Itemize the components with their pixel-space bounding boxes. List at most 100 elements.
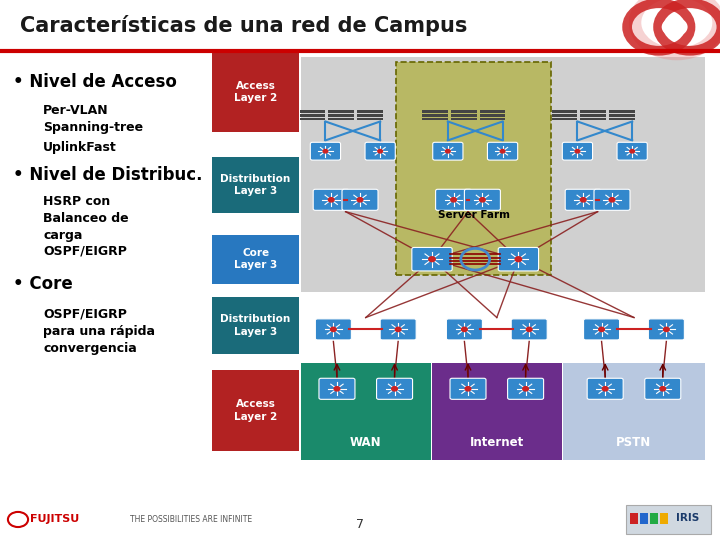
FancyBboxPatch shape (380, 319, 416, 340)
FancyBboxPatch shape (640, 513, 648, 524)
Circle shape (580, 198, 586, 202)
FancyBboxPatch shape (451, 113, 477, 117)
Text: HSRP con
Balanceo de
carga: HSRP con Balanceo de carga (43, 195, 129, 242)
FancyBboxPatch shape (630, 513, 638, 524)
FancyBboxPatch shape (300, 110, 325, 113)
Text: Core
Layer 3: Core Layer 3 (234, 248, 277, 271)
FancyBboxPatch shape (357, 113, 383, 117)
FancyBboxPatch shape (464, 189, 500, 210)
FancyBboxPatch shape (365, 142, 395, 160)
Text: • Nivel de Distribuc.: • Nivel de Distribuc. (13, 166, 202, 184)
FancyBboxPatch shape (319, 378, 355, 399)
FancyBboxPatch shape (563, 363, 705, 460)
Circle shape (446, 150, 450, 153)
Text: 7: 7 (356, 518, 364, 531)
Text: Distribution
Layer 3: Distribution Layer 3 (220, 174, 291, 196)
FancyBboxPatch shape (446, 319, 482, 340)
FancyBboxPatch shape (660, 513, 668, 524)
Circle shape (516, 256, 521, 261)
FancyBboxPatch shape (580, 118, 606, 120)
FancyBboxPatch shape (645, 378, 681, 399)
FancyBboxPatch shape (588, 378, 624, 399)
FancyBboxPatch shape (580, 113, 606, 117)
FancyBboxPatch shape (328, 110, 354, 113)
Text: Access
Layer 2: Access Layer 2 (234, 80, 277, 103)
FancyBboxPatch shape (212, 51, 299, 132)
Circle shape (480, 198, 485, 202)
FancyBboxPatch shape (451, 110, 477, 113)
FancyBboxPatch shape (649, 319, 685, 340)
FancyBboxPatch shape (412, 247, 452, 271)
Text: PSTN: PSTN (616, 436, 652, 449)
FancyBboxPatch shape (357, 110, 383, 113)
Circle shape (378, 150, 382, 153)
FancyBboxPatch shape (212, 157, 299, 213)
Circle shape (323, 150, 328, 153)
Circle shape (357, 198, 363, 202)
FancyBboxPatch shape (511, 319, 547, 340)
FancyBboxPatch shape (650, 513, 658, 524)
FancyBboxPatch shape (562, 142, 593, 160)
FancyBboxPatch shape (580, 110, 606, 113)
FancyBboxPatch shape (480, 118, 505, 120)
FancyBboxPatch shape (422, 113, 448, 117)
FancyBboxPatch shape (396, 62, 551, 275)
Circle shape (660, 387, 665, 391)
FancyBboxPatch shape (594, 189, 630, 210)
Circle shape (334, 387, 340, 391)
FancyBboxPatch shape (480, 110, 505, 113)
FancyBboxPatch shape (436, 189, 472, 210)
FancyBboxPatch shape (313, 189, 349, 210)
Circle shape (575, 150, 580, 153)
FancyBboxPatch shape (552, 113, 577, 117)
FancyBboxPatch shape (609, 118, 635, 120)
FancyBboxPatch shape (617, 142, 647, 160)
FancyBboxPatch shape (357, 118, 383, 120)
FancyBboxPatch shape (212, 235, 299, 284)
Text: IRIS: IRIS (676, 514, 699, 523)
Circle shape (328, 198, 334, 202)
Circle shape (526, 327, 532, 332)
Text: UplinkFast: UplinkFast (43, 141, 117, 154)
Circle shape (465, 387, 471, 391)
FancyBboxPatch shape (301, 363, 431, 460)
Text: WAN: WAN (350, 436, 382, 449)
Circle shape (603, 387, 608, 391)
FancyBboxPatch shape (328, 118, 354, 120)
FancyBboxPatch shape (301, 57, 705, 292)
FancyBboxPatch shape (480, 113, 505, 117)
Circle shape (630, 150, 634, 153)
FancyBboxPatch shape (626, 505, 711, 534)
Circle shape (395, 327, 401, 332)
Text: Internet: Internet (469, 436, 524, 449)
Text: Server Farm: Server Farm (438, 210, 510, 220)
Text: OSPF/EIGRP: OSPF/EIGRP (43, 244, 127, 257)
FancyBboxPatch shape (565, 189, 601, 210)
Text: OSPF/EIGRP
para una rápida
convergencia: OSPF/EIGRP para una rápida convergencia (43, 308, 156, 355)
Circle shape (392, 387, 397, 391)
FancyBboxPatch shape (300, 118, 325, 120)
FancyBboxPatch shape (422, 110, 448, 113)
FancyBboxPatch shape (342, 189, 378, 210)
FancyBboxPatch shape (300, 113, 325, 117)
FancyBboxPatch shape (450, 378, 486, 399)
FancyBboxPatch shape (552, 118, 577, 120)
Circle shape (429, 256, 435, 261)
FancyBboxPatch shape (451, 118, 477, 120)
FancyBboxPatch shape (315, 319, 351, 340)
FancyBboxPatch shape (212, 297, 299, 354)
Circle shape (599, 327, 604, 332)
FancyBboxPatch shape (310, 142, 341, 160)
Circle shape (500, 150, 505, 153)
Circle shape (609, 198, 615, 202)
FancyBboxPatch shape (508, 378, 544, 399)
FancyBboxPatch shape (422, 118, 448, 120)
Text: Per-VLAN
Spanning-tree: Per-VLAN Spanning-tree (43, 104, 143, 134)
Circle shape (330, 327, 336, 332)
Circle shape (523, 387, 528, 391)
Text: Access
Layer 2: Access Layer 2 (234, 399, 277, 422)
FancyBboxPatch shape (212, 370, 299, 451)
Circle shape (662, 17, 688, 37)
Text: FUJITSU: FUJITSU (30, 515, 79, 524)
FancyBboxPatch shape (583, 319, 620, 340)
